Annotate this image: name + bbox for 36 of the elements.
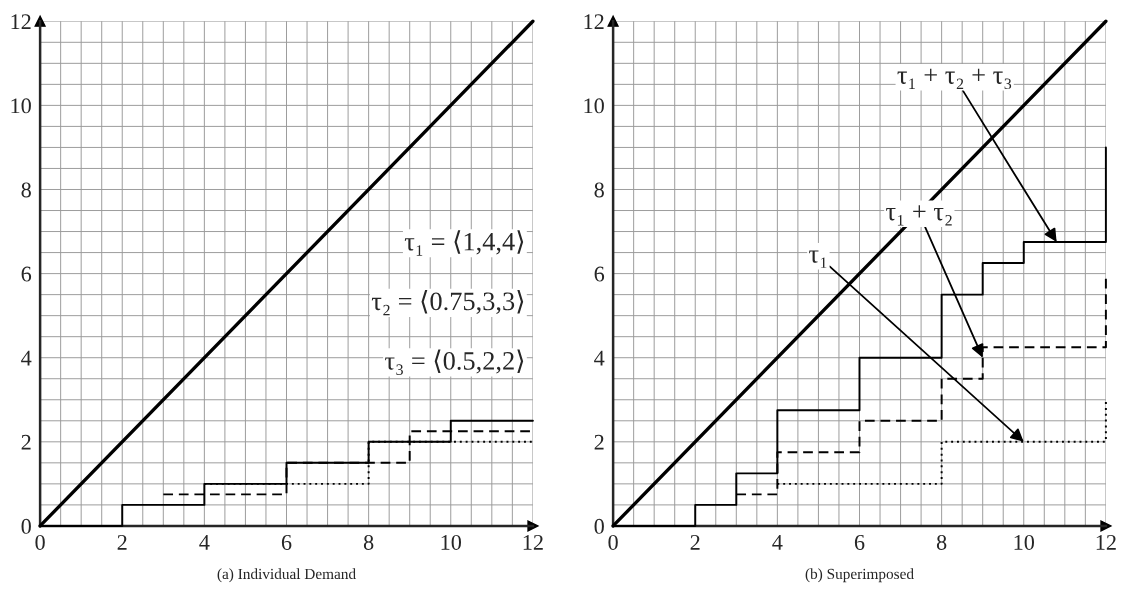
annotation: τ₂ = ⟨0.75,3,3⟩	[371, 289, 524, 316]
y-tick-label: 0	[21, 518, 31, 534]
annotation: τ₃ = ⟨0.5,2,2⟩	[385, 349, 524, 375]
x-tick-label: 0	[35, 534, 45, 550]
y-tick-label: 2	[21, 434, 31, 450]
x-tick-label: 6	[854, 534, 865, 550]
x-axis-title: (a) Individual Demand	[217, 568, 356, 583]
x-tick-label: 2	[690, 534, 700, 550]
y-tick-label: 12	[584, 14, 604, 29]
x-tick-label: 8	[363, 534, 374, 550]
x-tick-label: 10	[1014, 534, 1035, 550]
y-tick-label: 4	[21, 350, 32, 366]
y-tick-label: 8	[21, 182, 31, 198]
y-tick-label: 4	[594, 350, 605, 366]
x-tick-label: 10	[441, 534, 462, 550]
annotation: τ₁ + τ₂ + τ₃	[897, 68, 1012, 90]
x-tick-label: 6	[281, 534, 292, 550]
y-tick-label: 12	[11, 14, 31, 29]
y-tick-label: 8	[594, 182, 604, 198]
x-tick-label: 0	[608, 534, 618, 550]
annotation: τ₁ = ⟨1,4,4⟩	[404, 230, 524, 256]
x-tick-label: 12	[523, 534, 543, 550]
y-tick-label: 10	[584, 98, 604, 114]
annotation: τ₁	[809, 250, 827, 268]
x-tick-label: 12	[1096, 534, 1116, 550]
y-tick-label: 0	[594, 518, 604, 534]
annotation: τ₁ + τ₂	[886, 205, 952, 226]
x-tick-label: 4	[772, 535, 783, 550]
y-tick-label: 6	[594, 266, 605, 282]
y-tick-label: 10	[11, 98, 31, 114]
y-tick-label: 2	[594, 434, 604, 450]
y-tick-label: 6	[21, 266, 32, 282]
x-axis-title: (b) Superimposed	[805, 568, 914, 583]
x-tick-label: 8	[936, 534, 947, 550]
x-tick-label: 4	[199, 535, 210, 550]
x-tick-label: 2	[117, 534, 127, 550]
